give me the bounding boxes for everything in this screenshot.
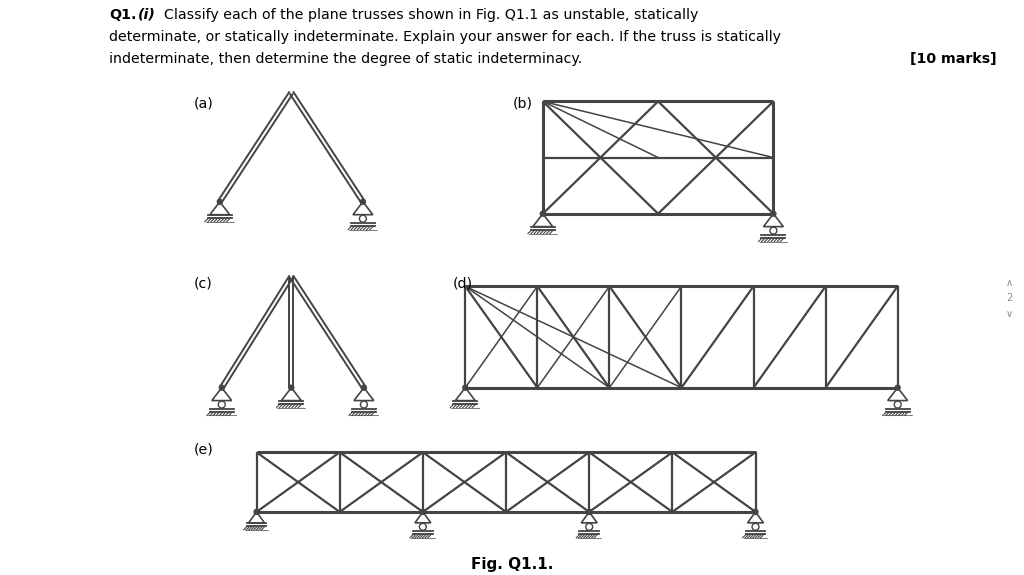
Circle shape bbox=[289, 385, 294, 390]
Circle shape bbox=[361, 385, 367, 390]
Text: ∧: ∧ bbox=[1006, 278, 1013, 288]
Circle shape bbox=[753, 509, 758, 515]
Circle shape bbox=[219, 385, 224, 390]
Text: (d): (d) bbox=[453, 277, 472, 290]
Text: ∨: ∨ bbox=[1006, 309, 1013, 319]
Circle shape bbox=[421, 509, 425, 515]
Text: 2: 2 bbox=[1006, 293, 1012, 303]
Text: (a): (a) bbox=[194, 97, 214, 110]
Text: determinate, or statically indeterminate. Explain your answer for each. If the t: determinate, or statically indeterminate… bbox=[110, 30, 781, 44]
Text: [10 marks]: [10 marks] bbox=[909, 52, 996, 66]
Text: (e): (e) bbox=[194, 442, 214, 457]
Circle shape bbox=[217, 200, 222, 204]
Circle shape bbox=[463, 385, 468, 390]
Circle shape bbox=[541, 211, 546, 216]
Text: Fig. Q1.1.: Fig. Q1.1. bbox=[471, 557, 553, 572]
Text: (i): (i) bbox=[138, 8, 156, 22]
Text: (c): (c) bbox=[194, 277, 213, 290]
Text: indeterminate, then determine the degree of static indeterminacy.: indeterminate, then determine the degree… bbox=[110, 52, 583, 66]
Circle shape bbox=[895, 385, 900, 390]
Circle shape bbox=[360, 200, 366, 204]
Text: (b): (b) bbox=[513, 97, 534, 110]
Text: Q1.: Q1. bbox=[110, 8, 137, 22]
Circle shape bbox=[587, 509, 592, 515]
Circle shape bbox=[254, 509, 259, 515]
Circle shape bbox=[771, 211, 776, 216]
Text: Classify each of the plane trusses shown in Fig. Q1.1 as unstable, statically: Classify each of the plane trusses shown… bbox=[164, 8, 698, 22]
